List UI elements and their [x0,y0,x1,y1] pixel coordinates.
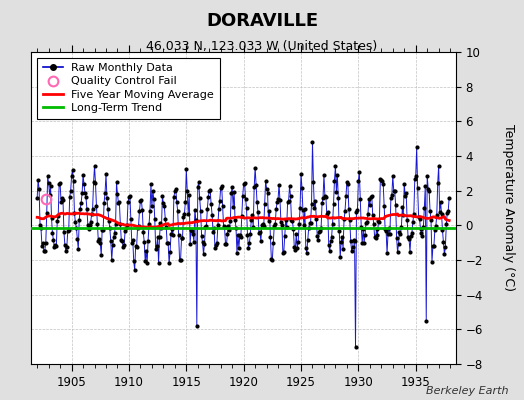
Legend: Raw Monthly Data, Quality Control Fail, Five Year Moving Average, Long-Term Tren: Raw Monthly Data, Quality Control Fail, … [37,58,220,119]
Text: 46.033 N, 123.033 W (United States): 46.033 N, 123.033 W (United States) [146,40,378,53]
Text: DORAVILLE: DORAVILLE [206,12,318,30]
Text: Berkeley Earth: Berkeley Earth [426,386,508,396]
Y-axis label: Temperature Anomaly (°C): Temperature Anomaly (°C) [503,124,516,292]
